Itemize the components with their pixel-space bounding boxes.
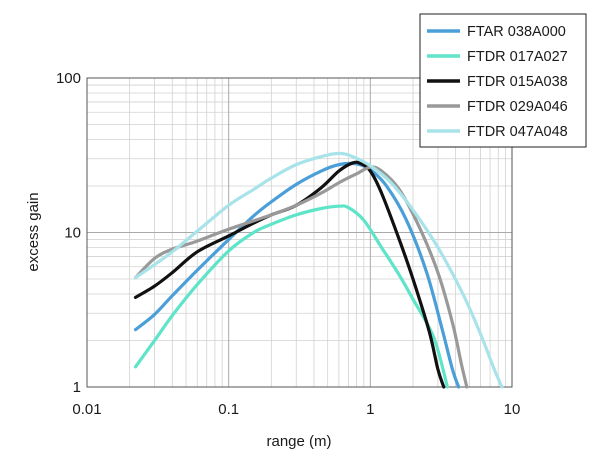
legend-label: FTDR 029A046 xyxy=(467,99,568,115)
legend-label: FTDR 015A038 xyxy=(467,74,568,90)
legend-label: FTDR 017A027 xyxy=(467,49,568,65)
y-tick-label: 100 xyxy=(56,70,81,87)
series-line-4 xyxy=(133,165,469,389)
series-line-3 xyxy=(133,160,446,389)
x-axis-title: range (m) xyxy=(266,433,331,450)
legend-label: FTAR 038A000 xyxy=(467,24,566,40)
x-tick-label: 0.1 xyxy=(218,401,239,418)
y-tick-label: 1 xyxy=(73,379,81,396)
x-tick-label: 10 xyxy=(504,401,521,418)
y-tick-label: 10 xyxy=(64,225,81,242)
series-line-1 xyxy=(133,161,461,389)
series-line-5 xyxy=(133,151,504,389)
y-axis-title: excess gain xyxy=(25,192,42,271)
plot-frame xyxy=(86,77,513,388)
legend: FTAR 038A000 FTDR 017A027 FTDR 015A038 FTDR… xyxy=(419,13,587,148)
tick-labels: 0.01 0.1 1 10 1 10 100 xyxy=(56,70,520,418)
legend-label: FTDR 047A048 xyxy=(467,124,568,140)
series-line-2 xyxy=(133,204,450,389)
x-tick-label: 0.01 xyxy=(72,401,101,418)
x-tick-label: 1 xyxy=(366,401,374,418)
series-lines xyxy=(133,151,504,389)
